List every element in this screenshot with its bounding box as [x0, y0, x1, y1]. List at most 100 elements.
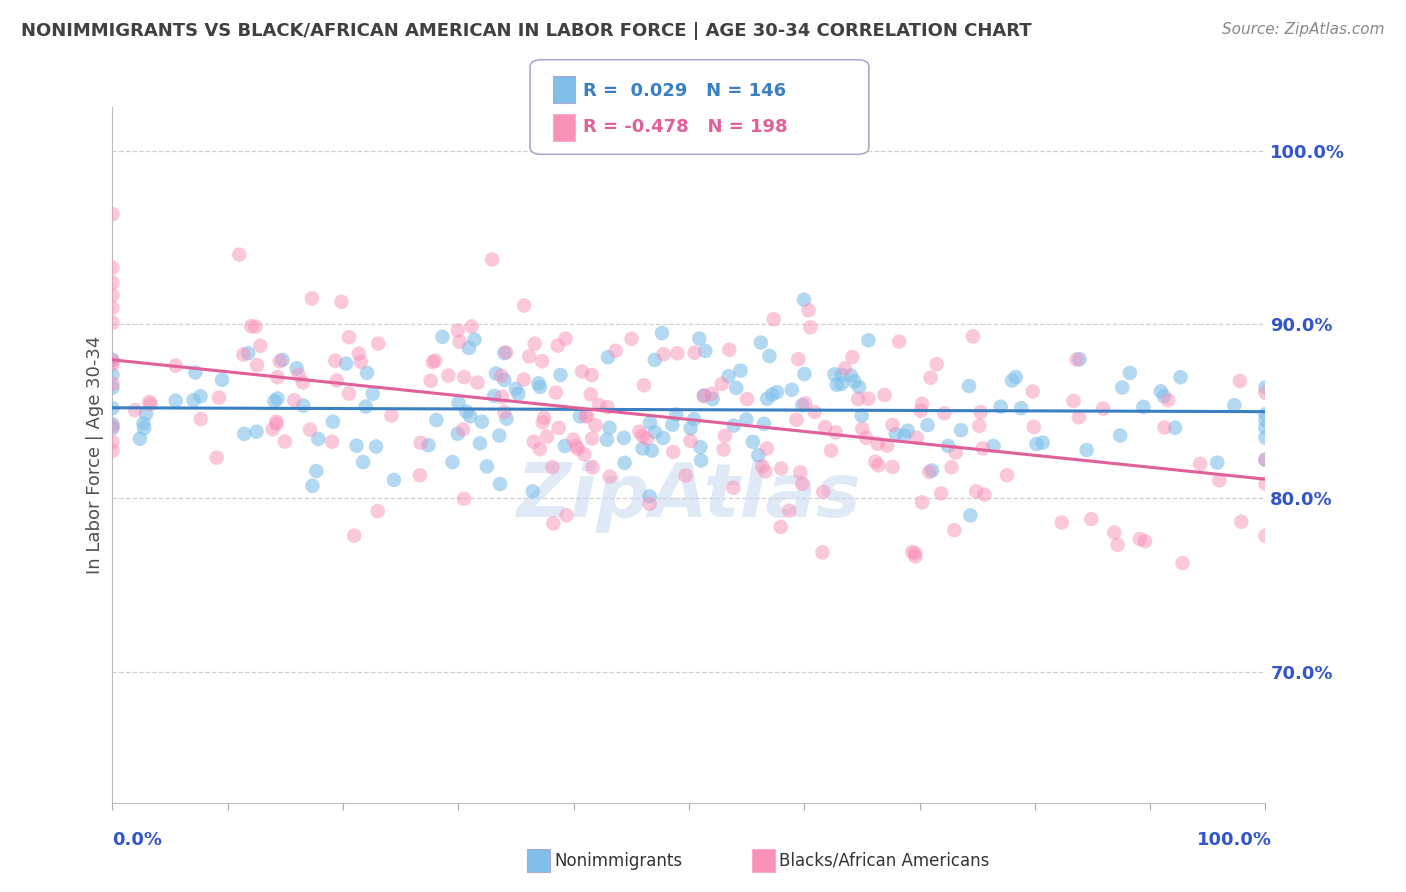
Point	[825, 377, 848, 392]
Point	[813, 484, 835, 499]
Point	[266, 415, 288, 429]
Point	[101, 352, 124, 367]
Point	[1129, 532, 1152, 546]
Point	[233, 426, 256, 441]
Point	[481, 252, 503, 267]
Point	[846, 392, 869, 406]
Point	[447, 324, 470, 338]
Point	[263, 394, 285, 409]
Point	[101, 353, 124, 368]
Point	[811, 545, 834, 559]
Point	[831, 368, 853, 382]
Point	[945, 445, 967, 459]
Point	[1254, 452, 1277, 467]
Point	[904, 549, 927, 564]
Point	[354, 400, 377, 414]
Point	[851, 422, 873, 436]
Point	[211, 373, 233, 387]
Point	[920, 370, 942, 384]
Point	[367, 504, 389, 518]
Point	[350, 355, 373, 369]
Point	[766, 385, 789, 400]
Point	[1150, 384, 1173, 399]
Point	[747, 448, 769, 462]
Point	[523, 434, 546, 449]
Point	[1254, 476, 1277, 491]
Point	[266, 417, 288, 431]
Point	[409, 435, 432, 450]
Point	[858, 392, 880, 406]
Point	[574, 447, 596, 461]
Point	[425, 413, 447, 427]
Point	[451, 423, 474, 437]
Point	[432, 330, 454, 344]
Point	[1076, 443, 1098, 458]
Point	[797, 303, 820, 318]
Point	[882, 417, 904, 432]
Point	[101, 443, 124, 458]
Point	[876, 439, 898, 453]
Point	[321, 434, 343, 449]
Point	[485, 367, 508, 381]
Point	[456, 404, 478, 418]
Point	[458, 341, 481, 355]
Point	[513, 372, 536, 386]
Point	[458, 409, 481, 424]
Point	[441, 455, 464, 469]
Point	[917, 418, 939, 433]
Point	[536, 429, 558, 443]
Point	[965, 484, 987, 499]
Point	[325, 374, 347, 388]
Point	[184, 366, 207, 380]
Point	[475, 459, 498, 474]
Point	[468, 436, 491, 450]
Point	[841, 350, 863, 364]
Point	[301, 292, 323, 306]
Point	[138, 395, 160, 409]
Text: R =  0.029   N = 146: R = 0.029 N = 146	[583, 82, 786, 100]
Point	[690, 453, 713, 467]
Point	[555, 508, 578, 523]
Point	[851, 409, 873, 423]
Point	[1170, 370, 1192, 384]
Point	[285, 361, 308, 376]
Point	[495, 345, 517, 359]
Point	[1092, 401, 1115, 416]
Text: Blacks/African Americans: Blacks/African Americans	[779, 852, 990, 870]
Point	[820, 443, 842, 458]
Point	[1254, 407, 1277, 421]
Point	[101, 260, 124, 275]
Point	[488, 428, 510, 442]
Point	[423, 353, 446, 368]
Point	[941, 460, 963, 475]
Point	[453, 370, 475, 384]
Point	[1063, 393, 1085, 408]
Point	[949, 423, 972, 437]
Point	[884, 427, 907, 442]
Point	[208, 391, 231, 405]
Point	[792, 398, 814, 412]
Point	[793, 367, 815, 381]
Point	[730, 363, 752, 377]
Point	[929, 486, 952, 500]
Point	[463, 333, 485, 347]
Point	[925, 357, 948, 371]
Point	[301, 479, 323, 493]
Point	[1050, 516, 1073, 530]
Point	[693, 389, 716, 403]
Point	[190, 412, 212, 426]
Point	[749, 335, 772, 350]
Point	[1208, 474, 1230, 488]
Point	[101, 207, 124, 221]
Point	[262, 422, 284, 436]
Point	[567, 442, 589, 456]
Point	[531, 416, 554, 430]
Point	[422, 355, 444, 369]
Point	[529, 442, 551, 457]
Point	[638, 489, 661, 503]
Point	[613, 431, 636, 445]
Point	[679, 434, 702, 448]
Point	[495, 411, 517, 425]
Point	[957, 379, 980, 393]
Point	[1080, 512, 1102, 526]
